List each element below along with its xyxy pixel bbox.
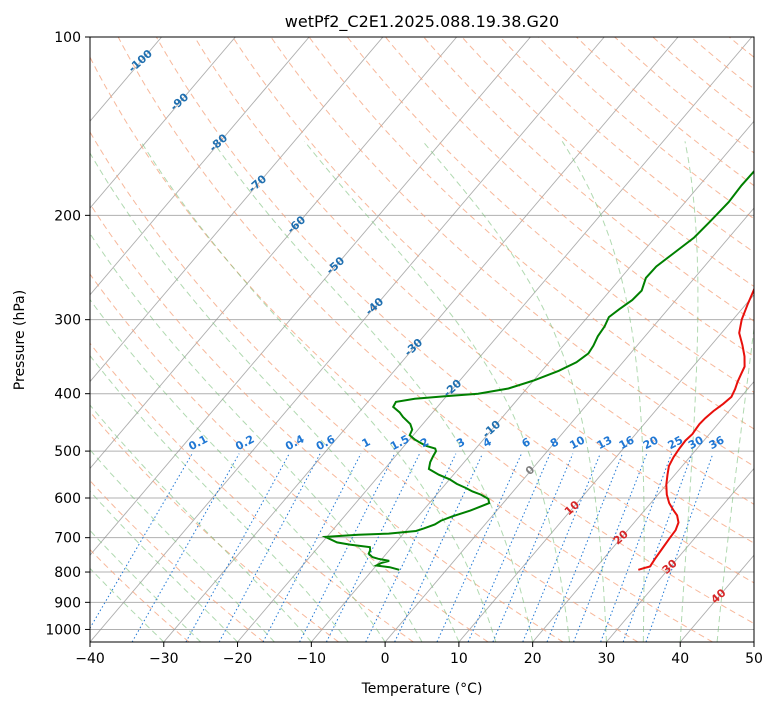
y-tick-label: 400 [54, 387, 81, 403]
x-tick-label: 10 [450, 651, 468, 667]
y-axis-label: Pressure (hPa) [12, 290, 28, 390]
x-tick-label: 30 [598, 651, 616, 667]
x-tick-label: −20 [223, 651, 253, 667]
x-axis-label: Temperature (°C) [361, 681, 483, 697]
x-tick-label: 50 [745, 651, 763, 667]
x-tick-label: −40 [75, 651, 105, 667]
plot-background [90, 37, 754, 642]
y-tick-label: 800 [54, 565, 81, 581]
y-tick-label: 600 [54, 491, 81, 507]
y-tick-label: 500 [54, 444, 81, 460]
y-tick-label: 100 [54, 30, 81, 46]
y-tick-label: 300 [54, 313, 81, 329]
y-tick-label: 700 [54, 531, 81, 547]
x-axis-ticks: −40 −30 −20 −10 0 10 20 30 40 50 [75, 642, 763, 667]
dry-adiabat-line [767, 37, 775, 642]
chart-title: wetPf2_C2E1.2025.088.19.38.G20 [285, 12, 559, 32]
y-tick-label: 200 [54, 208, 81, 224]
x-tick-label: −30 [149, 651, 179, 667]
x-tick-label: 20 [524, 651, 542, 667]
y-tick-label: 1000 [45, 622, 81, 638]
y-axis-ticks: 100 200 300 400 500 600 700 800 900 1000 [45, 30, 90, 638]
x-tick-label: 40 [671, 651, 689, 667]
y-tick-label: 900 [54, 595, 81, 611]
x-tick-label: 0 [381, 651, 390, 667]
x-tick-label: −10 [297, 651, 327, 667]
isotherm-line [754, 37, 775, 642]
